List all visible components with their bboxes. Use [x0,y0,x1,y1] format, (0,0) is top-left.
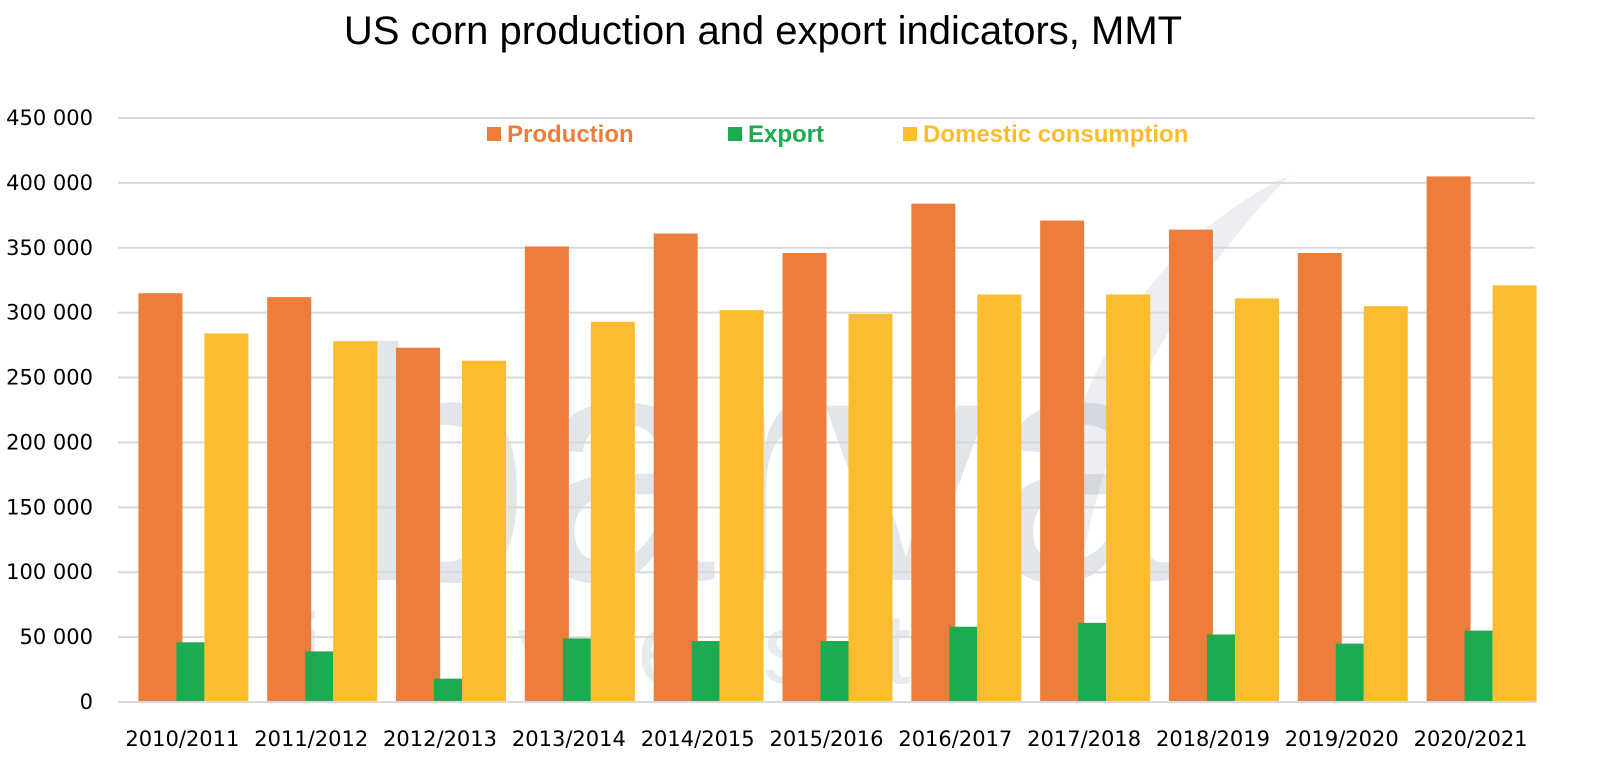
legend-label: Production [507,121,634,148]
y-tick-label: 200 000 [6,430,93,454]
x-tick-label: 2010/2011 [125,727,239,751]
bar-domestic-consumption [848,313,893,702]
bar-domestic-consumption [719,310,764,702]
chart-title: US corn production and export indicators… [344,9,1182,53]
bar-domestic-consumption [977,294,1022,702]
bar-export [1078,622,1107,702]
bar-production [396,347,441,702]
bar-domestic-consumption [333,341,378,702]
bar-production [1168,229,1213,702]
y-tick-label: 50 000 [20,625,93,649]
x-tick-label: 2012/2013 [383,727,497,751]
bar-production [1040,220,1085,702]
bar-production [782,252,827,703]
bar-export [1206,634,1235,702]
bar-production [1426,176,1471,702]
bars-group [138,176,1537,703]
bar-export [562,638,591,702]
bar-domestic-consumption [1234,298,1279,702]
x-tick-label: 2014/2015 [641,727,755,751]
y-tick-label: 400 000 [6,171,93,195]
bar-domestic-consumption [1363,306,1408,702]
legend-swatch [903,127,917,141]
x-axis: 2010/2011 2011/2012 2012/2013 2013/2014 2014… [118,701,1535,751]
bar-production [653,233,698,702]
bar-domestic-consumption [462,360,507,702]
bar-export [305,651,334,702]
bar-domestic-consumption [1492,285,1537,702]
bar-export [1464,630,1493,702]
bar-production [524,246,569,703]
y-tick-label: 350 000 [6,236,93,260]
x-tick-label: 2019/2020 [1285,727,1399,751]
bar-production [138,293,183,702]
y-tick-label: 150 000 [6,495,93,519]
bar-production [267,297,312,702]
x-tick-label: 2011/2012 [254,727,368,751]
bar-export [176,642,205,702]
bar-export [1335,643,1364,702]
bar-domestic-consumption [590,321,635,702]
legend-label: Export [748,121,824,148]
y-tick-label: 250 000 [6,366,93,390]
x-tick-label: 2015/2016 [770,727,884,751]
bar-production [1297,252,1342,703]
legend-swatch [487,127,501,141]
x-tick-label: 2020/2021 [1414,727,1528,751]
y-tick-label: 300 000 [6,301,93,325]
x-tick-label: 2013/2014 [512,727,626,751]
legend: Production Export Domestic consumption [487,121,1188,148]
bar-export [820,641,849,702]
x-tick-label: 2018/2019 [1156,727,1270,751]
y-tick-label: 450 000 [6,106,93,130]
y-tick-label: 0 [80,690,93,714]
y-tick-label: 100 000 [6,560,93,584]
x-tick-label: 2017/2018 [1027,727,1141,751]
legend-swatch [728,127,742,141]
legend-label: Domestic consumption [923,121,1188,148]
bar-domestic-consumption [1106,294,1151,702]
y-axis: 0 50 000 100 000 150 000 200 000 250 000 300 0… [6,106,93,714]
bar-production [911,203,956,703]
bar-export [434,678,463,702]
bar-export [691,641,720,702]
bar-export [949,626,978,702]
x-tick-label: 2016/2017 [898,727,1012,751]
bar-domestic-consumption [204,333,249,702]
